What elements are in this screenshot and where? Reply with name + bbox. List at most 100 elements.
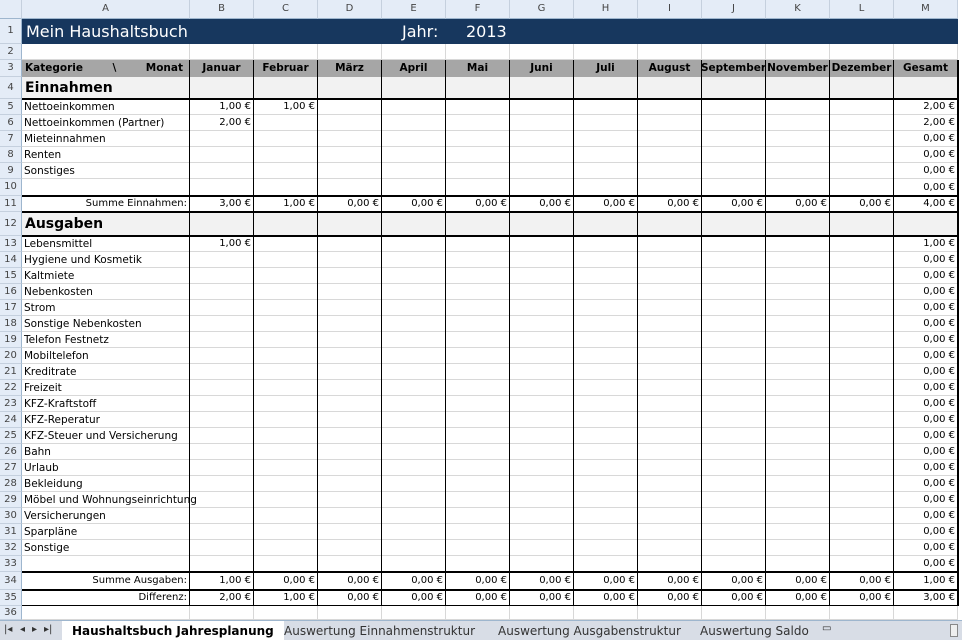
value-cell[interactable]	[510, 131, 574, 147]
value-cell[interactable]: 0,00 €	[894, 284, 958, 300]
value-cell[interactable]	[638, 412, 702, 428]
value-cell[interactable]: 0,00 €	[894, 492, 958, 508]
value-cell[interactable]	[446, 268, 510, 284]
value-cell[interactable]	[190, 556, 254, 572]
row-header-36[interactable]: 36	[0, 606, 22, 620]
section-cell[interactable]	[894, 77, 958, 99]
row-header-17[interactable]: 17	[0, 300, 22, 316]
value-cell[interactable]	[446, 460, 510, 476]
value-cell[interactable]	[446, 444, 510, 460]
value-cell[interactable]	[574, 300, 638, 316]
value-cell[interactable]	[254, 396, 318, 412]
value-cell[interactable]	[766, 332, 830, 348]
value-cell[interactable]	[510, 524, 574, 540]
value-cell[interactable]	[638, 364, 702, 380]
value-cell[interactable]	[446, 316, 510, 332]
value-cell[interactable]	[638, 131, 702, 147]
value-cell[interactable]	[574, 268, 638, 284]
value-cell[interactable]	[766, 492, 830, 508]
value-cell[interactable]: 0,00 €	[574, 196, 638, 212]
value-cell[interactable]	[254, 540, 318, 556]
value-cell[interactable]	[830, 428, 894, 444]
value-cell[interactable]	[510, 252, 574, 268]
value-cell[interactable]: 0,00 €	[894, 412, 958, 428]
column-header-L[interactable]: L	[830, 0, 894, 19]
value-cell[interactable]	[830, 99, 894, 115]
value-cell[interactable]: 0,00 €	[894, 428, 958, 444]
value-cell[interactable]	[382, 300, 446, 316]
value-cell[interactable]	[446, 508, 510, 524]
row-header-12[interactable]: 12	[0, 212, 22, 236]
row-label[interactable]: Differenz:	[22, 590, 190, 606]
grid-cell[interactable]	[22, 44, 190, 60]
value-cell[interactable]	[638, 179, 702, 196]
value-cell[interactable]: 0,00 €	[446, 590, 510, 606]
row-header-9[interactable]: 9	[0, 163, 22, 179]
row-header-16[interactable]: 16	[0, 284, 22, 300]
value-cell[interactable]	[382, 476, 446, 492]
value-cell[interactable]: 1,00 €	[190, 572, 254, 590]
value-cell[interactable]	[254, 115, 318, 131]
value-cell[interactable]	[766, 147, 830, 163]
value-cell[interactable]: 0,00 €	[894, 508, 958, 524]
value-cell[interactable]: 0,00 €	[894, 380, 958, 396]
value-cell[interactable]	[318, 316, 382, 332]
value-cell[interactable]	[766, 99, 830, 115]
column-header-H[interactable]: H	[574, 0, 638, 19]
value-cell[interactable]	[318, 300, 382, 316]
value-cell[interactable]: 0,00 €	[510, 572, 574, 590]
value-cell[interactable]	[446, 540, 510, 556]
column-header-A[interactable]: A	[22, 0, 190, 19]
value-cell[interactable]	[510, 492, 574, 508]
section-cell[interactable]	[318, 212, 382, 236]
row-header-1[interactable]: 1	[0, 19, 22, 44]
row-header-19[interactable]: 19	[0, 332, 22, 348]
value-cell[interactable]	[318, 332, 382, 348]
value-cell[interactable]	[638, 380, 702, 396]
horizontal-scrollbar-handle[interactable]	[950, 624, 958, 637]
value-cell[interactable]	[702, 179, 766, 196]
value-cell[interactable]	[190, 316, 254, 332]
section-cell[interactable]	[830, 212, 894, 236]
grid-cell[interactable]	[830, 44, 894, 60]
section-cell[interactable]	[382, 77, 446, 99]
row-label[interactable]: Lebensmittel	[22, 236, 190, 252]
grid-cell[interactable]	[318, 606, 382, 620]
value-cell[interactable]	[702, 147, 766, 163]
row-header-29[interactable]: 29	[0, 492, 22, 508]
value-cell[interactable]	[318, 284, 382, 300]
value-cell[interactable]	[638, 163, 702, 179]
value-cell[interactable]	[510, 332, 574, 348]
value-cell[interactable]: 0,00 €	[894, 163, 958, 179]
value-cell[interactable]	[830, 163, 894, 179]
value-cell[interactable]	[830, 300, 894, 316]
next-sheet-icon[interactable]: ▸	[32, 624, 38, 635]
value-cell[interactable]: 2,00 €	[190, 115, 254, 131]
value-cell[interactable]	[638, 492, 702, 508]
value-cell[interactable]	[638, 300, 702, 316]
section-cell[interactable]	[574, 77, 638, 99]
value-cell[interactable]: 0,00 €	[894, 147, 958, 163]
value-cell[interactable]	[766, 540, 830, 556]
grid-cell[interactable]	[894, 606, 958, 620]
value-cell[interactable]	[830, 268, 894, 284]
first-sheet-icon[interactable]: |◂	[4, 624, 13, 635]
value-cell[interactable]: 0,00 €	[894, 131, 958, 147]
value-cell[interactable]	[702, 380, 766, 396]
value-cell[interactable]	[318, 556, 382, 572]
grid-cell[interactable]	[638, 606, 702, 620]
value-cell[interactable]: 0,00 €	[638, 572, 702, 590]
value-cell[interactable]	[702, 348, 766, 364]
value-cell[interactable]	[766, 524, 830, 540]
grid-cell[interactable]	[702, 606, 766, 620]
value-cell[interactable]	[766, 364, 830, 380]
row-label[interactable]: Mieteinnahmen	[22, 131, 190, 147]
row-header-25[interactable]: 25	[0, 428, 22, 444]
value-cell[interactable]	[638, 508, 702, 524]
sheet-tab-jahresplanung[interactable]: Haushaltsbuch Jahresplanung	[62, 621, 284, 640]
column-header-F[interactable]: F	[446, 0, 510, 19]
value-cell[interactable]	[638, 147, 702, 163]
row-header-34[interactable]: 34	[0, 572, 22, 590]
row-header-32[interactable]: 32	[0, 540, 22, 556]
value-cell[interactable]	[254, 428, 318, 444]
